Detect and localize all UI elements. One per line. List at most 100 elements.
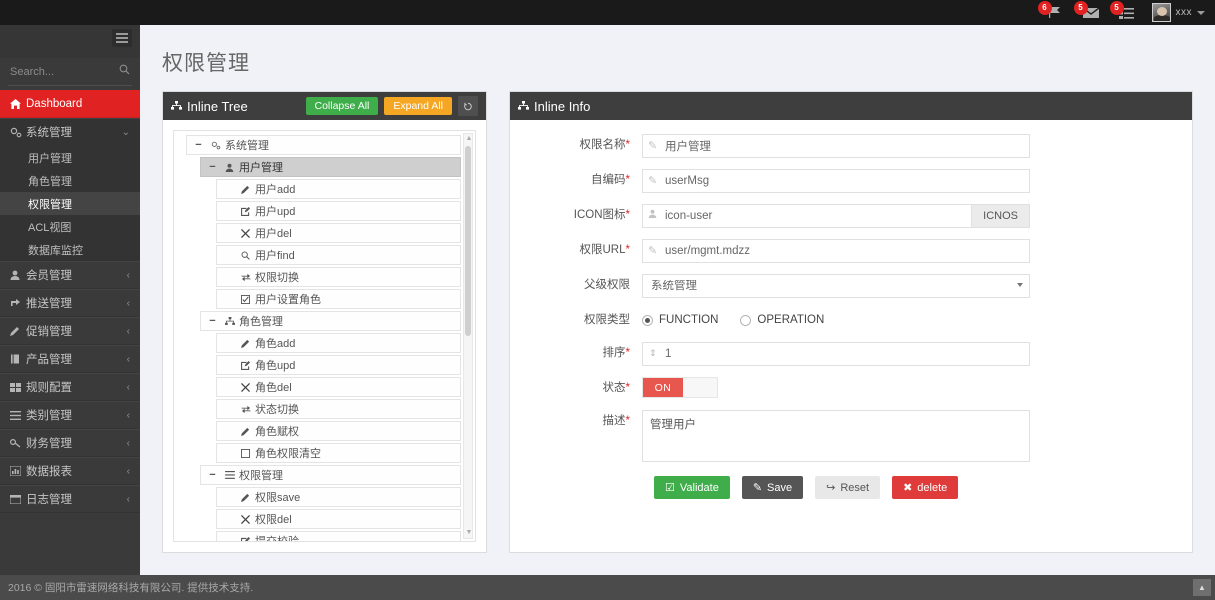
check-square-icon: ☑ bbox=[665, 482, 675, 494]
sidebar-subitem-user-management[interactable]: 用户管理 bbox=[0, 146, 140, 169]
sidebar-item-product-management[interactable]: 产品管理 ‹ bbox=[0, 345, 140, 373]
delete-button[interactable]: ✖ delete bbox=[892, 476, 959, 499]
envelope-badge-count: 5 bbox=[1073, 0, 1088, 15]
search-icon[interactable] bbox=[119, 64, 130, 78]
scroll-down-icon[interactable]: ▼ bbox=[465, 529, 473, 536]
description-textarea[interactable]: 管理用户 bbox=[642, 410, 1030, 462]
chevron-down-icon: ⌄ bbox=[121, 126, 130, 138]
sidebar-toggle-button[interactable] bbox=[112, 29, 132, 47]
collapse-all-button[interactable]: Collapse All bbox=[305, 97, 379, 115]
save-button[interactable]: ✎ Save bbox=[741, 476, 804, 499]
sidebar-item-label: 产品管理 bbox=[26, 354, 72, 366]
icons-picker-button[interactable]: ICNOS bbox=[971, 204, 1030, 228]
sidebar-item-system-management[interactable]: 系统管理 ⌄ bbox=[0, 118, 140, 146]
gears-icon bbox=[10, 127, 26, 138]
tree-node[interactable]: 用户del bbox=[216, 223, 461, 243]
refresh-icon[interactable] bbox=[458, 96, 478, 116]
tree-node[interactable]: 权限切换 bbox=[216, 267, 461, 287]
sidebar-item-category-management[interactable]: 类别管理 ‹ bbox=[0, 401, 140, 429]
reset-button[interactable]: ↪ Reset bbox=[815, 476, 881, 499]
tasks-badge-count: 5 bbox=[1109, 0, 1124, 15]
sidebar-item-label: 促销管理 bbox=[26, 326, 72, 338]
sidebar-item-dashboard[interactable]: Dashboard bbox=[0, 90, 147, 118]
scroll-to-top-button[interactable]: ▲ bbox=[1193, 579, 1211, 596]
radio-function[interactable]: FUNCTION bbox=[642, 314, 718, 326]
sidebar-subitem-db-monitor[interactable]: 数据库监控 bbox=[0, 238, 140, 261]
sidebar-subitem-permission-management[interactable]: 权限管理 bbox=[0, 192, 140, 215]
tree-collapse-toggle[interactable]: − bbox=[195, 139, 202, 151]
sidebar-item-data-report[interactable]: 数据报表 ‹ bbox=[0, 457, 140, 485]
tree-collapse-toggle[interactable]: − bbox=[209, 161, 216, 173]
sidebar-subitem-acl-view[interactable]: ACL视图 bbox=[0, 215, 140, 238]
tree-node-label: 用户设置角色 bbox=[255, 294, 321, 306]
status-control: ON bbox=[642, 377, 1030, 398]
sidebar-item-member-management[interactable]: 会员管理 ‹ bbox=[0, 261, 140, 289]
tree-node[interactable]: 角色del bbox=[216, 377, 461, 397]
tree-node[interactable]: − 权限管理 bbox=[200, 465, 461, 485]
status-toggle[interactable]: ON bbox=[642, 377, 718, 398]
sidebar-item-label: Dashboard bbox=[26, 98, 83, 110]
radio-operation[interactable]: OPERATION bbox=[740, 314, 824, 326]
permission-name-input[interactable] bbox=[642, 134, 1030, 158]
chevron-left-icon: ‹ bbox=[126, 381, 130, 393]
parent-permission-select[interactable]: 系统管理 bbox=[642, 274, 1030, 298]
sidebar-item-promotion-management[interactable]: 促销管理 ‹ bbox=[0, 317, 140, 345]
scroll-up-icon[interactable]: ▲ bbox=[465, 135, 473, 142]
tree-node[interactable]: 角色赋权 bbox=[216, 421, 461, 441]
pencil-icon bbox=[238, 185, 253, 194]
sort-input[interactable] bbox=[642, 342, 1030, 366]
chevron-left-icon: ‹ bbox=[126, 353, 130, 365]
tree-node-label: 用户find bbox=[255, 250, 295, 262]
tree-scroll-area[interactable]: − 系统管理 − 用户管理 用户add 用户upd 用户del 用户find 权限切换 用户设置角… bbox=[173, 130, 476, 542]
sidebar-item-log-management[interactable]: 日志管理 ‹ bbox=[0, 485, 140, 513]
tree-node[interactable]: − 角色管理 bbox=[200, 311, 461, 331]
tree-node[interactable]: 角色add bbox=[216, 333, 461, 353]
status-label: 状态* bbox=[602, 382, 630, 394]
tasks-icon[interactable]: 5 bbox=[1109, 0, 1138, 21]
tree-node[interactable]: − 系统管理 bbox=[186, 135, 461, 155]
edit-icon bbox=[238, 360, 253, 370]
validate-button[interactable]: ☑ Validate bbox=[654, 476, 730, 499]
list-icon bbox=[10, 410, 26, 420]
tree-node-label: 权限del bbox=[255, 514, 292, 526]
sidebar-subitem-role-management[interactable]: 角色管理 bbox=[0, 169, 140, 192]
user-menu[interactable]: xxx bbox=[1148, 0, 1210, 25]
save-button-label: Save bbox=[767, 481, 793, 494]
flag-icon[interactable]: 6 bbox=[1037, 0, 1066, 21]
tree-collapse-toggle[interactable]: − bbox=[209, 315, 216, 327]
sidebar-item-push-management[interactable]: 推送管理 ‹ bbox=[0, 289, 140, 317]
form-row-sort: 排序* ⇕ bbox=[520, 342, 1182, 366]
radio-function-label: FUNCTION bbox=[659, 314, 719, 326]
tree-node-label: 角色upd bbox=[255, 360, 296, 372]
tree-node[interactable]: 权限del bbox=[216, 509, 461, 529]
tree-node[interactable]: 权限save bbox=[216, 487, 461, 507]
envelope-icon[interactable]: 5 bbox=[1073, 0, 1102, 21]
user-icon bbox=[10, 270, 26, 280]
permission-url-input[interactable] bbox=[642, 239, 1030, 263]
tree-node[interactable]: 角色upd bbox=[216, 355, 461, 375]
tree-node-label: 用户add bbox=[255, 184, 296, 196]
footer: 2016 © 固阳市雷速网络科技有限公司. 提供技术支持. ▲ bbox=[0, 575, 1215, 600]
tree-node[interactable]: 用户upd bbox=[216, 201, 461, 221]
tree-node[interactable]: 状态切换 bbox=[216, 399, 461, 419]
tree-node[interactable]: 提交校验 bbox=[216, 531, 461, 541]
expand-all-button[interactable]: Expand All bbox=[384, 97, 452, 115]
permission-icon-input[interactable] bbox=[642, 204, 972, 228]
tree-node-label: 系统管理 bbox=[225, 140, 269, 152]
pencil-icon bbox=[238, 339, 253, 348]
tree-node[interactable]: 用户find bbox=[216, 245, 461, 265]
sidebar-item-finance-management[interactable]: 财务管理 ‹ bbox=[0, 429, 140, 457]
tree-node[interactable]: 用户设置角色 bbox=[216, 289, 461, 309]
tree-node[interactable]: 角色权限清空 bbox=[216, 443, 461, 463]
icon-control: ICNOS bbox=[642, 204, 1030, 228]
sidebar-subitem-label: 角色管理 bbox=[28, 175, 72, 188]
scrollbar-thumb[interactable] bbox=[465, 146, 471, 336]
tree-scrollbar[interactable]: ▲ ▼ bbox=[463, 133, 473, 539]
search-input[interactable] bbox=[8, 64, 132, 79]
tree-node[interactable]: 用户add bbox=[216, 179, 461, 199]
tree-collapse-toggle[interactable]: − bbox=[209, 469, 216, 481]
sidebar-item-rule-config[interactable]: 规则配置 ‹ bbox=[0, 373, 140, 401]
permission-code-input[interactable] bbox=[642, 169, 1030, 193]
tree-node[interactable]: − 用户管理 bbox=[200, 157, 461, 177]
sidebar-item-label: 类别管理 bbox=[26, 410, 72, 422]
